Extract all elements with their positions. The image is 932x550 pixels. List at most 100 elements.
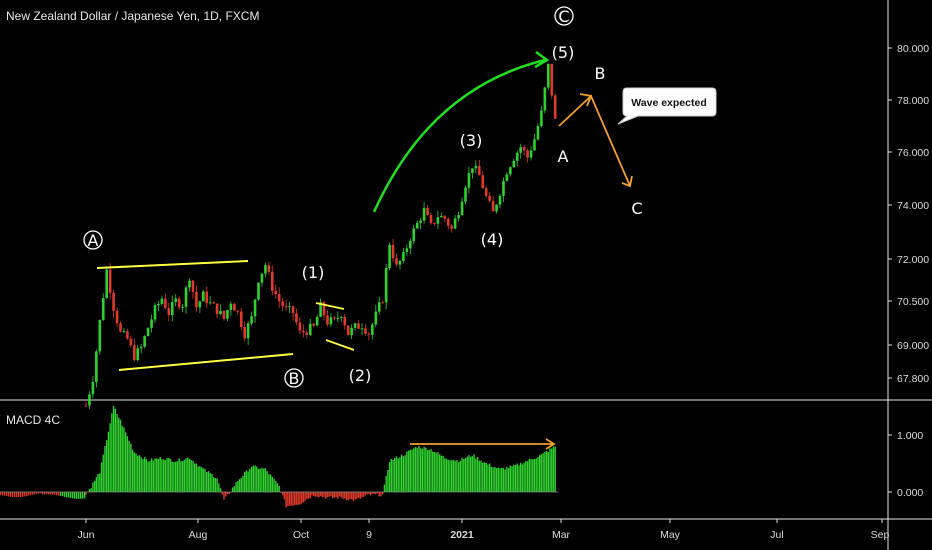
price-axis[interactable]: 80.000 78.000 76.000 74.000 72.000 70.50… — [888, 43, 929, 385]
macd-bar — [457, 462, 460, 492]
time-axis[interactable]: Jun Aug Oct 9 2021 Mar May Jul Sep — [78, 519, 890, 541]
macd-bar — [142, 459, 144, 492]
macd-bar — [294, 492, 296, 505]
macd-bar — [78, 492, 80, 499]
macd-bar — [354, 492, 356, 500]
macd-bar — [338, 492, 341, 497]
macd-bar — [44, 492, 46, 495]
macd-bar — [542, 452, 544, 492]
candle-body — [336, 317, 340, 319]
time-tick-label: Jul — [770, 529, 783, 541]
macd-bar — [330, 492, 332, 497]
flag-top-line[interactable] — [315, 302, 345, 310]
macd-bar — [295, 492, 298, 505]
channel-bottom-line[interactable] — [118, 353, 294, 371]
macd-bar — [316, 492, 318, 497]
macd-bar — [475, 458, 477, 492]
macd-bar — [526, 461, 529, 492]
macd-bar — [344, 492, 346, 499]
macd-bar — [318, 492, 320, 498]
macd-bar — [285, 492, 287, 508]
macd-bar — [60, 492, 62, 496]
macd-bar — [74, 492, 76, 499]
macd-bar — [288, 492, 291, 506]
macd-bar — [507, 468, 510, 492]
time-tick-label: May — [660, 529, 681, 541]
candle-body — [474, 165, 478, 169]
macd-bar — [169, 459, 172, 492]
macd-bar — [261, 467, 263, 492]
candle-body — [274, 290, 278, 295]
macd-bar — [226, 492, 229, 495]
macd-bar — [212, 477, 215, 492]
macd-bar — [399, 457, 401, 492]
macd-bar — [352, 492, 355, 502]
price-tick-label: 67.800 — [897, 373, 929, 385]
macd-bar — [426, 450, 429, 492]
candle-body — [260, 273, 264, 283]
macd-bar — [97, 473, 99, 492]
macd-bar — [314, 492, 317, 497]
candle-body — [119, 323, 122, 332]
macd-bar — [337, 492, 339, 499]
macd-bar — [235, 482, 237, 492]
macd-bar — [199, 466, 201, 492]
macd-bar — [197, 466, 199, 492]
macd-bar — [206, 472, 208, 492]
flag-bottom-line[interactable] — [325, 339, 355, 351]
candle-body — [450, 225, 453, 229]
macd-bar — [551, 448, 553, 492]
macd-bar — [366, 492, 368, 495]
price-tick-label: 72.000 — [897, 254, 929, 266]
macd-bar — [466, 456, 468, 492]
candle-body — [139, 346, 143, 349]
macd-histogram — [0, 405, 556, 508]
macd-bar — [433, 452, 436, 492]
projection-b-label: B — [595, 64, 606, 83]
arc-arrow[interactable] — [372, 58, 546, 213]
macd-bar — [461, 457, 463, 492]
channel-top-line[interactable] — [96, 260, 249, 269]
macd-bar — [242, 475, 244, 492]
macd-bar — [178, 458, 180, 492]
macd-bar — [42, 492, 44, 495]
candle-body — [415, 222, 419, 229]
macd-bar — [121, 425, 123, 492]
macd-bar — [180, 461, 182, 492]
candle-body — [453, 218, 457, 229]
candle-body — [150, 319, 153, 328]
macd-bar — [14, 492, 16, 498]
macd-bar — [99, 473, 101, 492]
macd-bar — [349, 492, 351, 500]
candle-body — [202, 291, 205, 302]
candle-body — [250, 316, 253, 324]
macd-bar — [547, 451, 549, 492]
candle-body — [364, 328, 367, 334]
candle-body — [229, 303, 233, 310]
macd-bar — [200, 467, 203, 492]
macd-bar — [264, 468, 267, 492]
macd-bar — [32, 492, 34, 495]
macd-bar — [20, 492, 22, 497]
candle-body — [319, 302, 322, 317]
candle-body — [495, 204, 498, 212]
projection-arrow-c-icon — [621, 175, 633, 188]
candle-body — [329, 317, 333, 325]
wave-expected-callout[interactable]: Wave expected — [617, 87, 717, 125]
candle-body — [346, 325, 350, 336]
macd-bar — [445, 458, 448, 492]
macd-axis[interactable]: 1.000 0.000 — [888, 430, 923, 499]
candle-body — [184, 287, 188, 307]
macd-bar — [375, 492, 377, 495]
macd-bar — [112, 405, 115, 492]
arc-arrow-head-icon — [534, 50, 550, 69]
macd-bar — [0, 492, 2, 495]
projection-c-label: C — [631, 199, 642, 218]
macd-bar — [70, 492, 72, 499]
candle-body — [360, 328, 364, 330]
macd-bar — [402, 456, 405, 492]
macd-bar — [419, 448, 422, 492]
candle-body — [481, 175, 485, 189]
macd-bar — [511, 466, 513, 492]
